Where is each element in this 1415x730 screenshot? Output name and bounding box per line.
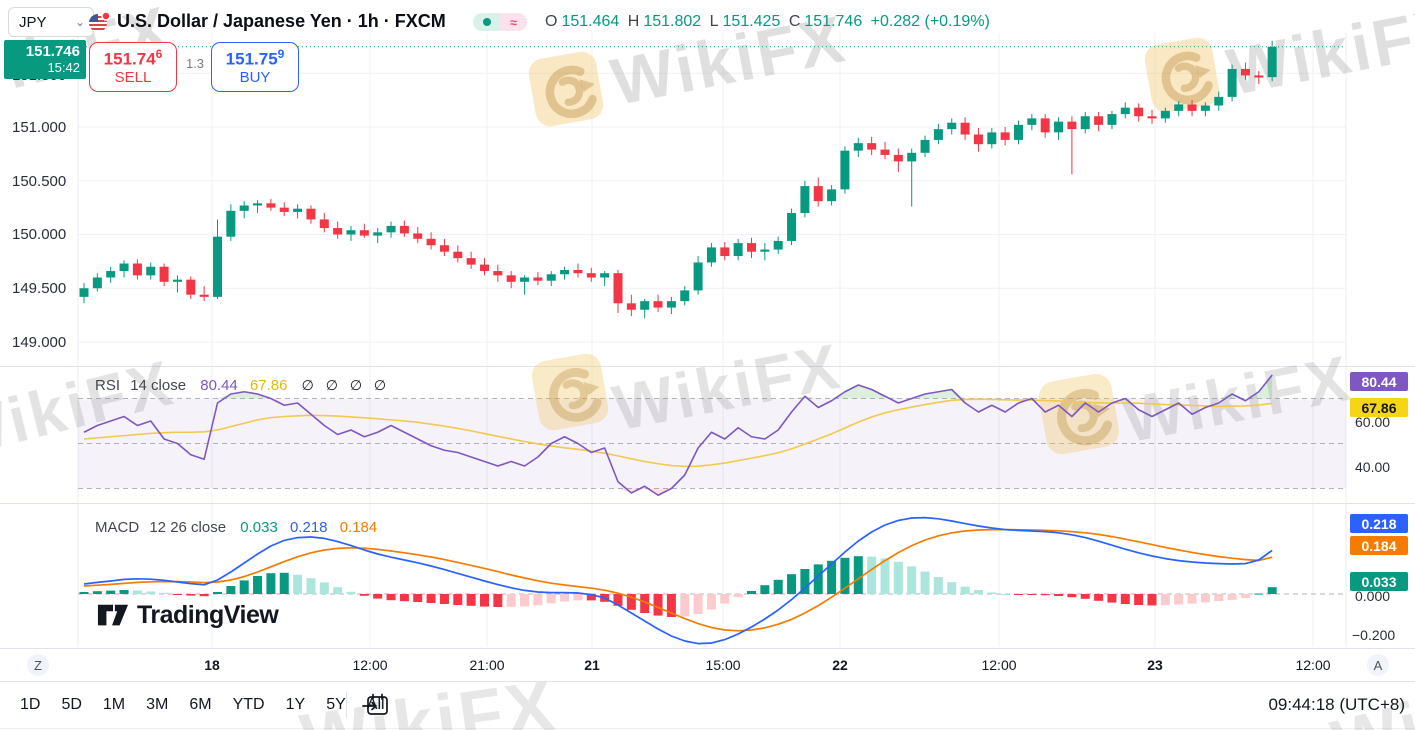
- macd-line-badge: 0.218: [1350, 514, 1408, 533]
- range-button-6M[interactable]: 6M: [189, 696, 212, 713]
- rsi-ma-value: 67.86: [249, 377, 288, 394]
- auto-scale-button[interactable]: A: [1367, 654, 1389, 676]
- range-button-1Y[interactable]: 1Y: [285, 696, 306, 713]
- time-tick-label: 12:00: [1295, 657, 1331, 673]
- rsi-axis-60: 60.00: [1355, 414, 1391, 430]
- sell-price: 151.74: [103, 49, 156, 69]
- range-button-1M[interactable]: 1M: [102, 696, 126, 713]
- range-button-5Y[interactable]: 5Y: [326, 696, 346, 713]
- market-open-dot-icon: [473, 13, 500, 31]
- time-tick-label: 21: [584, 657, 600, 673]
- symbol-select[interactable]: JPY ⌄: [8, 7, 94, 37]
- macd-header[interactable]: MACD 12 26 close 0.033 0.218 0.184: [95, 519, 377, 536]
- close-label: C: [788, 13, 801, 30]
- rsi-name: RSI: [95, 377, 121, 394]
- time-tick-label: 15:00: [705, 657, 741, 673]
- open-value: 151.464: [561, 13, 620, 30]
- symbol-select-value: JPY: [19, 13, 47, 31]
- calendar-icon: [362, 693, 388, 715]
- buy-price: 151.75: [225, 49, 278, 69]
- macd-hist-badge: 0.033: [1350, 572, 1408, 591]
- us-flag-icon: [88, 11, 112, 38]
- tradingview-mark-icon: [97, 604, 129, 625]
- range-button-5D[interactable]: 5D: [61, 696, 82, 713]
- price-tick-label: 150.500: [12, 173, 67, 190]
- high-label: H: [627, 13, 640, 30]
- rsi-value: 80.44: [200, 377, 238, 394]
- sell-button[interactable]: 151.746 SELL: [89, 42, 177, 92]
- macd-hist-value: 0.033: [240, 519, 278, 536]
- macd-line-value: 0.218: [289, 519, 328, 536]
- time-tick-label: 18: [204, 657, 220, 673]
- tradingview-logo-text: TradingView: [137, 601, 279, 629]
- session-clock[interactable]: 09:44:18 (UTC+8): [1268, 695, 1405, 714]
- rsi-hidden-values: ∅ ∅ ∅ ∅: [301, 377, 391, 393]
- delayed-data-icon: ≈: [500, 13, 527, 31]
- last-price-badge: 151.746 15:42: [4, 40, 86, 79]
- range-button-All[interactable]: All: [366, 696, 385, 713]
- time-tick-label: 22: [832, 657, 848, 673]
- date-range-buttons: 1D 5D 1M 3M 6M YTD 1Y 5Y All: [20, 681, 385, 729]
- time-tick-label: 21:00: [469, 657, 505, 673]
- spread-value: 1.3: [185, 56, 205, 71]
- time-tick-label: 23: [1147, 657, 1163, 673]
- close-value: 151.746: [804, 13, 863, 30]
- change-value: +0.282 (+0.19%): [870, 13, 990, 30]
- rsi-params: 14 close: [130, 377, 187, 394]
- chevron-down-icon: ⌄: [74, 15, 85, 29]
- go-to-date-button[interactable]: [362, 693, 390, 722]
- range-button-3M[interactable]: 3M: [146, 696, 169, 713]
- bottom-toolbar: 1D 5D 1M 3M 6M YTD 1Y 5Y All 09:44:18 (UTC+8): [0, 681, 1415, 729]
- macd-axis-zero: 0.000: [1355, 588, 1391, 604]
- rsi-axis-40: 40.00: [1355, 459, 1391, 475]
- price-tick-label: 151.000: [12, 119, 67, 136]
- low-label: L: [709, 13, 719, 30]
- last-price: 151.746: [25, 43, 80, 60]
- rsi-value-badge: 80.44: [1350, 372, 1408, 391]
- sell-price-pip: 6: [155, 46, 163, 61]
- macd-axis-neg: −0.200: [1352, 627, 1396, 643]
- buy-price-pip: 9: [277, 46, 285, 61]
- tradingview-logo[interactable]: TradingView: [97, 601, 279, 630]
- timezone-button[interactable]: Z: [27, 654, 49, 676]
- low-value: 151.425: [722, 13, 781, 30]
- toolbar-divider: [346, 692, 347, 718]
- market-status: ≈: [473, 13, 527, 31]
- price-tick-label: 149.000: [12, 334, 67, 351]
- rsi-ma-badge: 67.86: [1350, 398, 1408, 417]
- high-value: 151.802: [643, 13, 702, 30]
- time-tick-label: 12:00: [352, 657, 388, 673]
- open-label: O: [545, 13, 558, 30]
- buy-label: BUY: [239, 68, 271, 86]
- sell-label: SELL: [114, 68, 152, 86]
- ohlc-readout: O 151.464 H 151.802 L 151.425 C 151.746 +0.2…: [545, 13, 994, 31]
- last-price-time: 15:42: [47, 60, 80, 75]
- range-button-YTD[interactable]: YTD: [232, 696, 265, 713]
- chart-title: U.S. Dollar / Japanese Yen · 1h · FXCM: [117, 11, 446, 31]
- time-tick-label: 12:00: [981, 657, 1017, 673]
- macd-params: 12 26 close: [149, 519, 227, 536]
- price-tick-label: 150.000: [12, 226, 67, 243]
- macd-signal-badge: 0.184: [1350, 536, 1408, 555]
- price-tick-label: 149.500: [12, 280, 67, 297]
- range-button-1D[interactable]: 1D: [20, 696, 41, 713]
- chart-pan-area[interactable]: [78, 33, 1346, 648]
- time-axis[interactable]: Z 18 12:00 21:00 21 15:00 22 12:00 23 12:00 A: [0, 648, 1415, 682]
- macd-signal-value: 0.184: [339, 519, 378, 536]
- macd-name: MACD: [95, 519, 140, 536]
- buy-button[interactable]: 151.759 BUY: [211, 42, 299, 92]
- rsi-header[interactable]: RSI 14 close 80.44 67.86 ∅ ∅ ∅ ∅: [95, 377, 390, 394]
